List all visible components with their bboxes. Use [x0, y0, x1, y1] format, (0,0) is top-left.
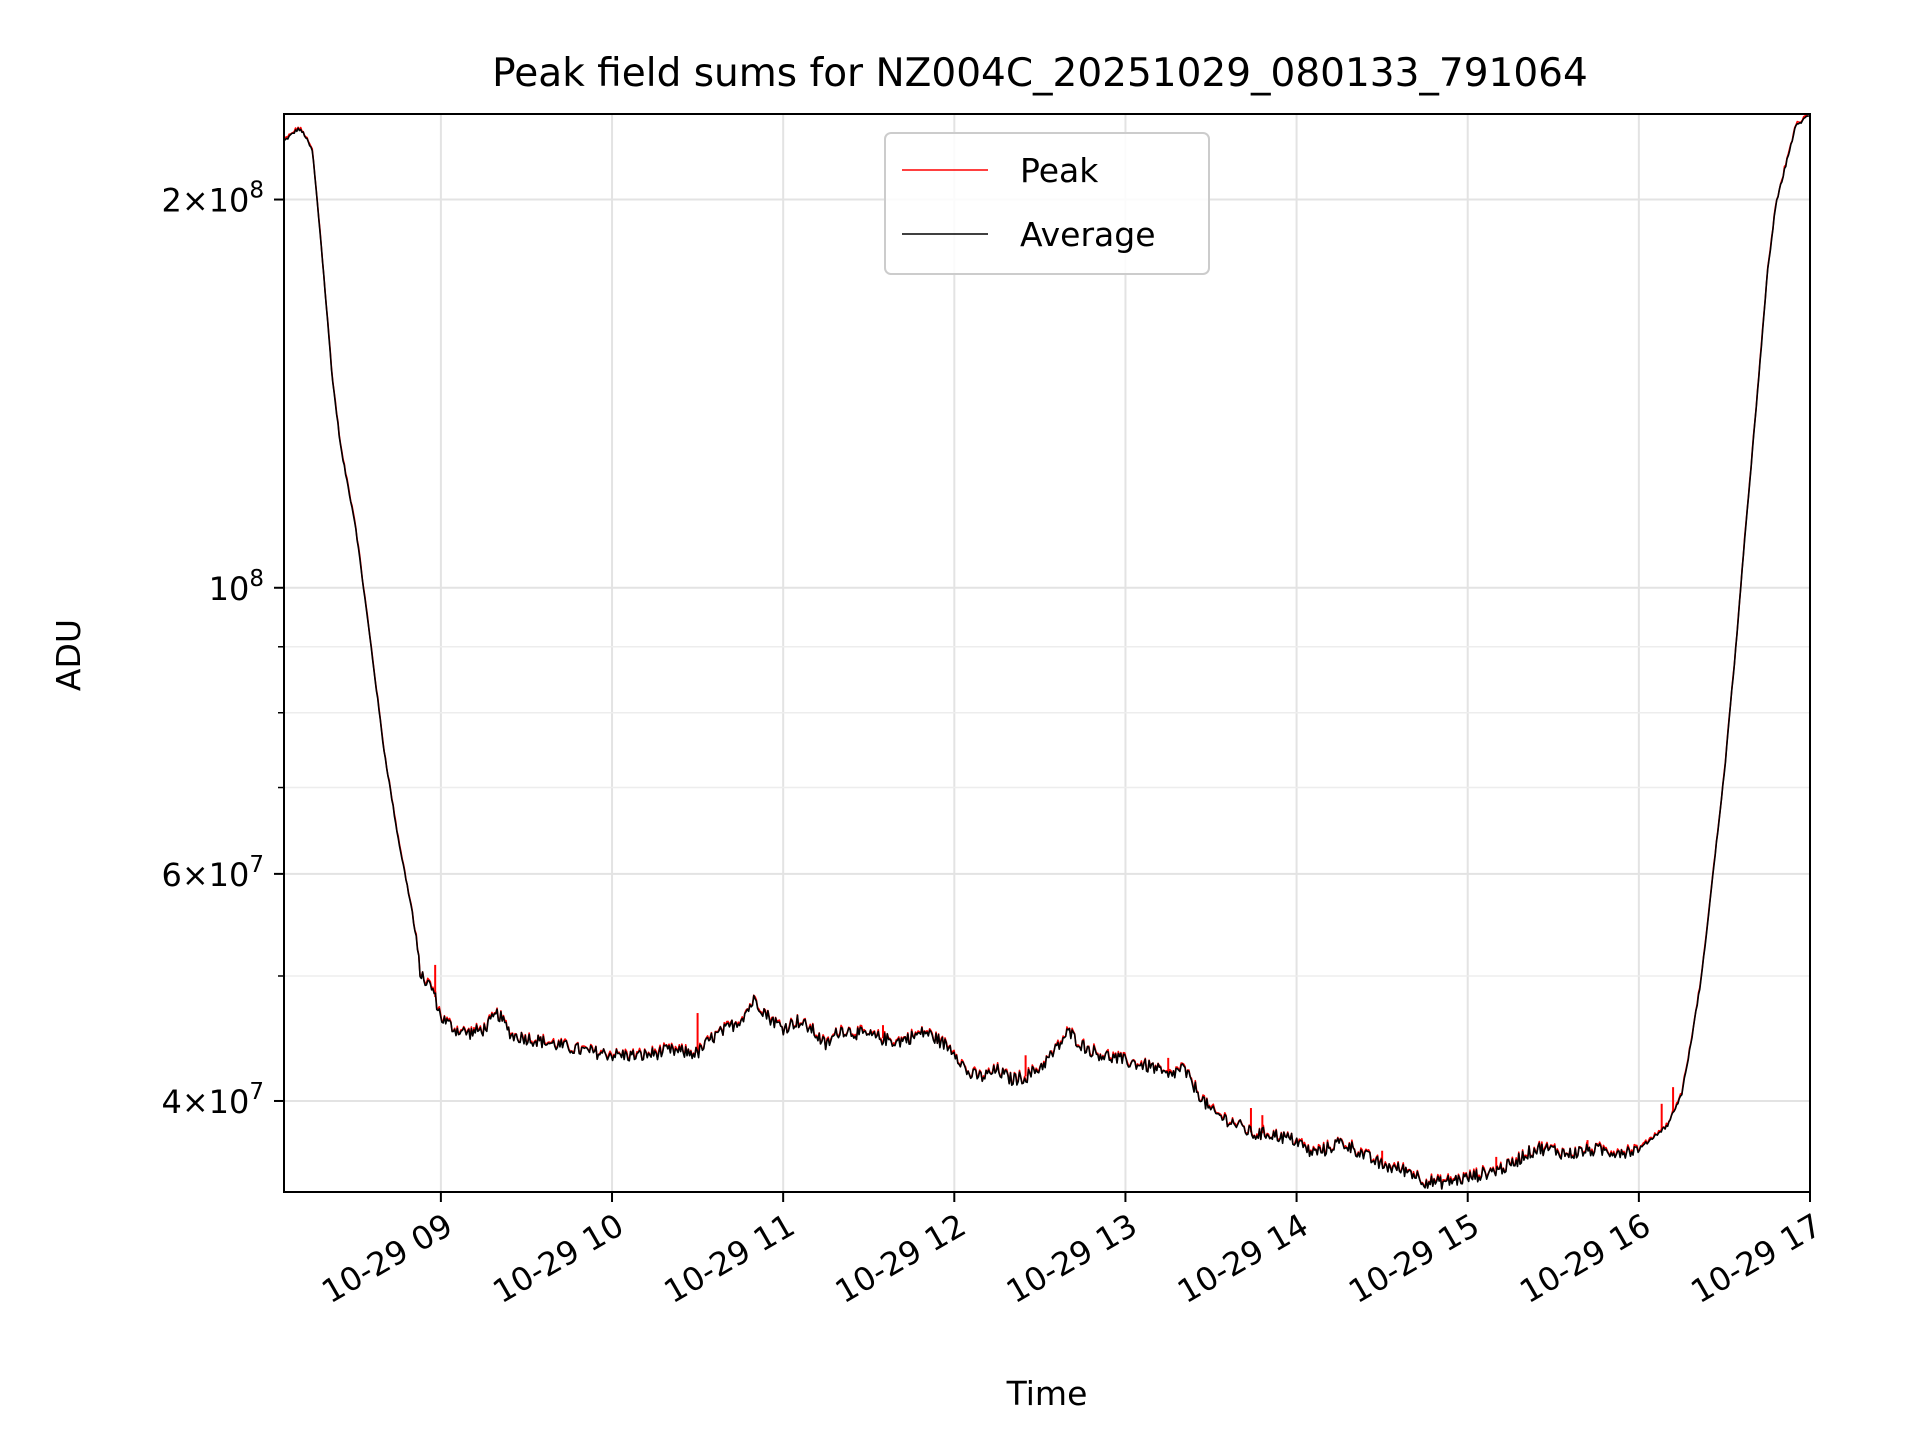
legend-average-label: Average: [1020, 215, 1156, 254]
legend: Peak Average: [884, 132, 1210, 275]
average-series-line: [284, 115, 1809, 1190]
y-tick-label: 4×107: [161, 1079, 264, 1121]
y-tick-label: 2×108: [161, 178, 264, 220]
legend-box: [884, 132, 1210, 275]
y-axis-label: ADU: [49, 619, 88, 691]
series-lines: [284, 114, 1810, 1190]
x-axis-label: Time: [1006, 1374, 1088, 1413]
y-tick-label: 6×107: [161, 852, 264, 894]
y-axis-ticks: 4×107 6×107 108 2×108: [161, 178, 284, 1121]
plot-area: [284, 114, 1810, 1192]
y-tick-label: 108: [209, 566, 264, 608]
chart-title: Peak field sums for NZ004C_20251029_0801…: [492, 51, 1588, 96]
plot-frame: [283, 113, 1811, 1193]
legend-peak-label: Peak: [1020, 151, 1099, 190]
